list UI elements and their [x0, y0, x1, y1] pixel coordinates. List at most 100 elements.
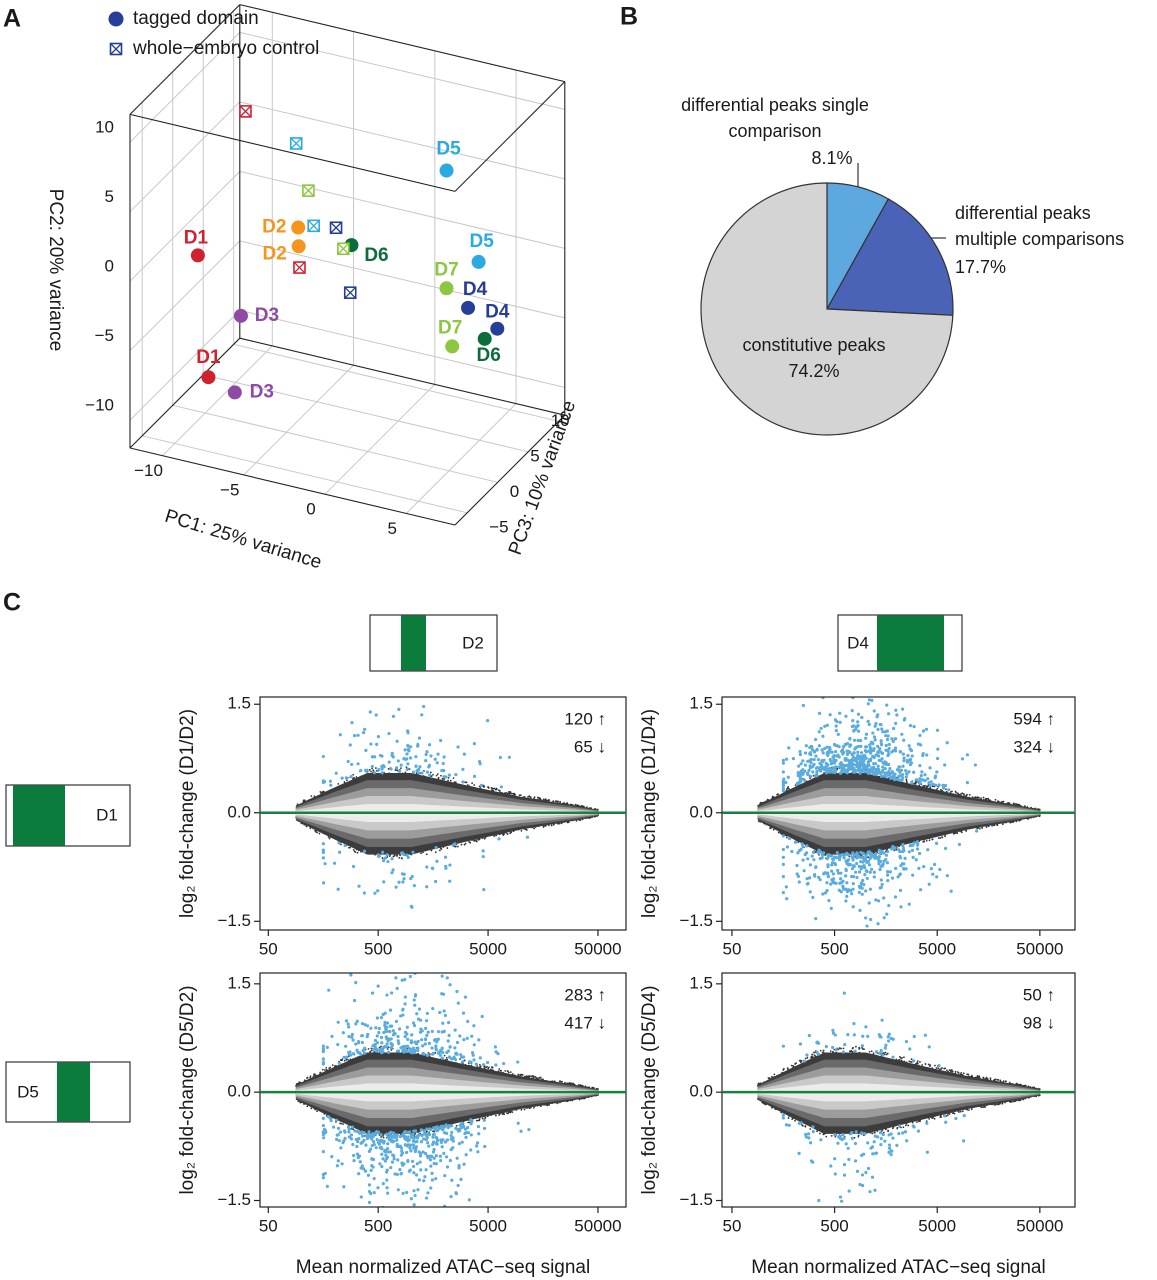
domain-schematic: D5 — [5, 1061, 131, 1123]
box-edge — [454, 414, 566, 526]
y-tick-label: −5 — [95, 326, 114, 345]
grid-line — [239, 170, 565, 249]
control-point — [343, 286, 357, 299]
grid-line — [129, 101, 241, 213]
domain-label: D5 — [17, 1082, 39, 1101]
point — [477, 331, 492, 346]
x-tick-label: 500 — [820, 939, 848, 958]
grid-line — [239, 240, 565, 319]
box-edge — [129, 4, 241, 115]
marker-cross — [307, 219, 320, 232]
pie-value-label: 8.1% — [811, 148, 853, 168]
point — [471, 254, 486, 269]
x-tick-label: 0 — [306, 500, 315, 519]
x-tick-label: 5 — [388, 519, 397, 538]
y-tick-label: 1.5 — [227, 973, 251, 992]
grid-line — [162, 345, 273, 457]
x-tick-label: 50 — [722, 939, 741, 958]
y-tick-label: 10 — [95, 118, 114, 137]
domain-bar — [57, 1062, 90, 1122]
marker-cross — [330, 221, 343, 234]
domain-label: D2 — [462, 633, 484, 652]
z-tick-label: 0 — [510, 482, 519, 501]
legend-marker-cross — [110, 43, 122, 55]
x-axis-title: PC1: 25% variance — [162, 506, 324, 574]
z-axis-title: PC3: 10% variance — [505, 398, 580, 558]
y-tick-label: 0.0 — [227, 1082, 251, 1101]
control-point — [302, 184, 315, 197]
point — [291, 220, 306, 235]
differential-peaks — [321, 704, 511, 789]
point-label: D2 — [262, 217, 286, 238]
differential-peaks — [781, 697, 977, 793]
y-axis-title: PC2: 20% variance — [45, 189, 66, 352]
y-tick-label: 5 — [105, 187, 114, 206]
count-label: 98 ↓ — [1023, 1013, 1055, 1032]
control-point — [307, 219, 321, 233]
point-label: D3 — [250, 381, 274, 402]
point-label: D3 — [255, 305, 279, 326]
x-tick-label: 50000 — [1016, 939, 1063, 958]
x-tick-label: 50000 — [574, 1216, 621, 1235]
x-tick-label: −5 — [220, 480, 239, 499]
domain-schematic: D1 — [5, 784, 131, 847]
z-tick-label: −5 — [489, 517, 508, 536]
domain-label: D4 — [847, 633, 869, 652]
control-point — [289, 137, 303, 150]
y-tick-label: −1.5 — [679, 1190, 713, 1209]
plot-frame — [721, 972, 1076, 1208]
grid-line — [239, 309, 565, 388]
x-tick-label: 50 — [259, 939, 278, 958]
legend-label: whole−embryo control — [132, 38, 319, 59]
pie-value-label: 17.7% — [955, 257, 1007, 277]
grid-line — [172, 404, 498, 483]
z-tick-label: 5 — [530, 446, 539, 465]
marker-cross — [344, 286, 357, 299]
y-axis-title: log₂ fold-change (D1/D2) — [177, 709, 198, 918]
y-tick-label: −1.5 — [679, 911, 713, 930]
point-label: D5 — [469, 231, 494, 252]
box-edge — [239, 4, 565, 83]
pie-value-label: 74.2% — [788, 361, 840, 381]
y-tick-label: −1.5 — [217, 1190, 251, 1209]
legend-marker — [108, 11, 124, 27]
point — [439, 281, 454, 296]
grid-line — [129, 240, 241, 352]
y-tick-label: 0.0 — [689, 802, 713, 821]
point-label: D6 — [364, 245, 388, 266]
point-label: D5 — [436, 139, 461, 160]
x-tick-label: 5000 — [469, 1216, 507, 1235]
y-tick-label: −1.5 — [217, 911, 251, 930]
point-label: D4 — [463, 279, 488, 300]
y-tick-label: 0.0 — [689, 1082, 713, 1101]
plot-frame — [259, 972, 627, 1208]
count-label: 324 ↓ — [1013, 737, 1055, 756]
differential-peaks — [781, 1113, 966, 1203]
point — [190, 248, 205, 263]
box-edge — [239, 337, 565, 416]
point — [201, 370, 216, 385]
y-axis-title: log₂ fold-change (D5/D2) — [177, 985, 198, 1194]
point — [233, 308, 248, 323]
x-tick-label: 5000 — [918, 1216, 956, 1235]
domain-bar — [13, 785, 65, 846]
pie-label: differential peaks single comparison — [681, 95, 869, 141]
box-edge — [129, 447, 456, 526]
embryo-box — [369, 614, 498, 672]
point-label: D1 — [196, 347, 221, 368]
grid-line — [243, 364, 354, 476]
differential-peaks — [781, 829, 979, 930]
grid-line — [239, 31, 565, 110]
panel-label: B — [620, 3, 638, 31]
grid-line — [203, 374, 529, 453]
grid-line — [233, 343, 559, 422]
marker-cross — [290, 137, 303, 150]
control-point — [293, 261, 306, 274]
grid-line — [324, 384, 436, 495]
y-tick-label: 1.5 — [689, 973, 713, 992]
grid-line — [129, 310, 241, 421]
point-label: D6 — [477, 345, 501, 366]
x-tick-label: 500 — [364, 939, 392, 958]
legend-label: tagged domain — [133, 8, 259, 29]
